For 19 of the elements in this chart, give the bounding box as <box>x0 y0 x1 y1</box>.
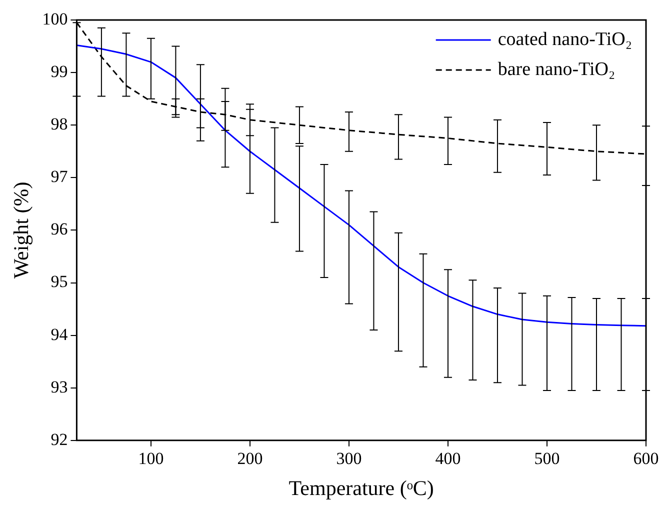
y-tick-label: 94 <box>50 324 68 344</box>
x-tick-label: 300 <box>336 449 362 468</box>
y-tick-label: 92 <box>50 430 68 449</box>
x-tick-label: 100 <box>138 449 164 468</box>
y-tick-label: 96 <box>50 220 68 239</box>
legend-label: bare nano-TiO₂ <box>498 58 616 80</box>
y-tick-label: 99 <box>50 62 68 82</box>
x-tick-label: 400 <box>435 449 461 468</box>
y-tick-label: 100 <box>42 9 68 28</box>
legend-label: coated nano-TiO₂ <box>498 28 632 50</box>
y-tick-label: 93 <box>50 377 68 396</box>
y-tick-label: 98 <box>50 114 68 134</box>
x-tick-label: 600 <box>633 449 659 468</box>
x-tick-label: 500 <box>534 449 560 468</box>
y-axis-title: Weight (%) <box>9 182 34 279</box>
y-tick-label: 97 <box>50 167 68 186</box>
y-tick-label: 95 <box>50 272 68 292</box>
x-axis-title: Temperature (ᵒC) <box>288 476 434 500</box>
x-tick-label: 200 <box>237 449 263 468</box>
